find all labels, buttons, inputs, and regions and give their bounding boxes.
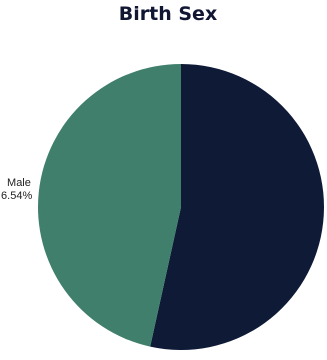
slice-value-male: 6.54%: [1, 190, 32, 202]
slice-label-male: Male: [7, 177, 31, 189]
pie-slices: [38, 64, 325, 351]
chart-title: Birth Sex: [118, 3, 218, 25]
pie-slice-male: [38, 64, 181, 347]
pie-slice-female: [150, 64, 325, 351]
